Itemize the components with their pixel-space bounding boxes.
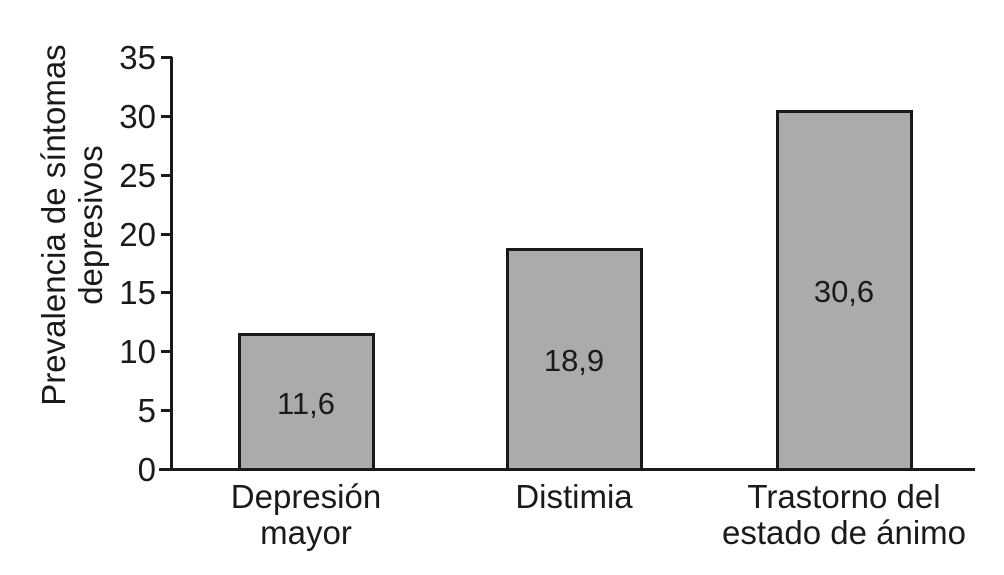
x-axis-line xyxy=(159,468,975,471)
y-tick-label: 25 xyxy=(119,156,156,194)
x-category-label-line: Trastorno del xyxy=(747,478,941,515)
y-tick-label: 10 xyxy=(119,333,156,371)
x-category-label: Distimia xyxy=(439,479,709,515)
y-tick-label: 35 xyxy=(119,39,156,76)
bar-value-label: 18,9 xyxy=(543,342,605,378)
bar-1: 11,6 xyxy=(237,333,375,471)
y-axis-line xyxy=(170,57,173,471)
x-category-label-line: Distimia xyxy=(515,478,633,515)
x-category-label: Trastorno del estado de ánimo xyxy=(709,479,979,551)
y-tick-mark xyxy=(161,350,172,354)
y-tick-label: 5 xyxy=(137,392,156,430)
y-tick-label: 15 xyxy=(119,274,156,312)
y-tick-mark xyxy=(161,409,172,413)
y-tick-label: 20 xyxy=(119,215,156,253)
y-tick-mark xyxy=(161,291,172,295)
bar-2: 18,9 xyxy=(505,247,643,471)
x-category-label-line: Depresión xyxy=(230,478,382,515)
bar-value-label: 11,6 xyxy=(276,385,336,421)
x-category-label-line: estado de ánimo xyxy=(721,514,966,551)
bar-3: 30,6 xyxy=(775,109,913,471)
x-category-label: Depresión mayor xyxy=(171,479,441,551)
y-tick-label: 0 xyxy=(137,451,156,488)
y-tick-mark xyxy=(161,114,172,118)
y-tick-mark xyxy=(161,232,172,236)
bar-value-label: 30,6 xyxy=(813,273,875,309)
x-category-label-line: mayor xyxy=(260,514,352,551)
y-tick-mark xyxy=(161,56,172,59)
y-tick-mark xyxy=(161,173,172,177)
y-tick-label: 30 xyxy=(119,97,156,135)
